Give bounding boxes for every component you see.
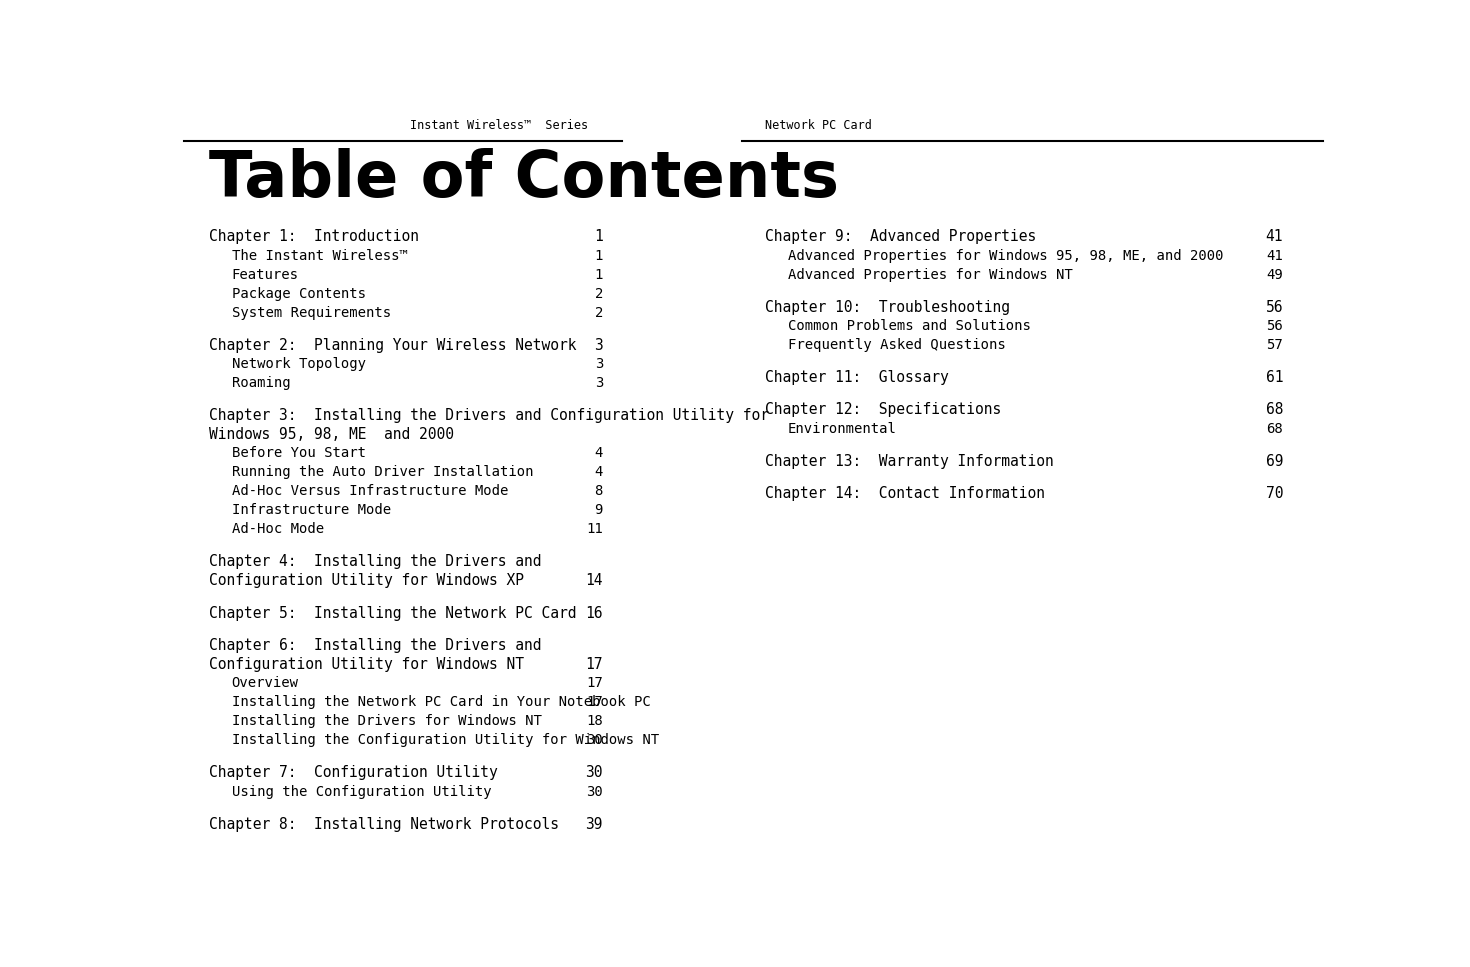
Text: Network Topology: Network Topology (232, 357, 366, 371)
Text: Chapter 4:  Installing the Drivers and: Chapter 4: Installing the Drivers and (209, 554, 541, 570)
Text: Common Problems and Solutions: Common Problems and Solutions (788, 319, 1030, 333)
Text: 3: 3 (595, 376, 603, 390)
Text: 17: 17 (587, 677, 603, 690)
Text: Chapter 3:  Installing the Drivers and Configuration Utility for: Chapter 3: Installing the Drivers and Co… (209, 408, 769, 423)
Text: Installing the Configuration Utility for Windows NT: Installing the Configuration Utility for… (232, 733, 659, 747)
Text: 70: 70 (1266, 486, 1283, 501)
Text: Table of Contents: Table of Contents (209, 148, 839, 211)
Text: Chapter 14:  Contact Information: Chapter 14: Contact Information (764, 486, 1045, 501)
Text: 1: 1 (595, 249, 603, 263)
Text: 11: 11 (587, 522, 603, 537)
Text: Running the Auto Driver Installation: Running the Auto Driver Installation (232, 465, 534, 480)
Text: Chapter 2:  Planning Your Wireless Network: Chapter 2: Planning Your Wireless Networ… (209, 337, 576, 353)
Text: Chapter 5:  Installing the Network PC Card: Chapter 5: Installing the Network PC Car… (209, 605, 576, 621)
Text: 1: 1 (594, 229, 603, 244)
Text: 18: 18 (587, 715, 603, 728)
Text: Overview: Overview (232, 677, 298, 690)
Text: 68: 68 (1266, 422, 1283, 436)
Text: Infrastructure Mode: Infrastructure Mode (232, 503, 391, 517)
Text: 49: 49 (1266, 268, 1283, 281)
Text: Environmental: Environmental (788, 422, 897, 436)
Text: Advanced Properties for Windows 95, 98, ME, and 2000: Advanced Properties for Windows 95, 98, … (788, 249, 1223, 263)
Text: Chapter 10:  Troubleshooting: Chapter 10: Troubleshooting (764, 300, 1010, 314)
Text: 61: 61 (1266, 370, 1283, 385)
Text: 68: 68 (1266, 402, 1283, 418)
Text: 9: 9 (595, 503, 603, 517)
Text: Network PC Card: Network PC Card (764, 119, 872, 132)
Text: 8: 8 (595, 484, 603, 498)
Text: 30: 30 (587, 785, 603, 799)
Text: Chapter 13:  Warranty Information: Chapter 13: Warranty Information (764, 454, 1054, 469)
Text: The Instant Wireless™: The Instant Wireless™ (232, 249, 407, 263)
Text: 30: 30 (585, 765, 603, 780)
Text: 3: 3 (595, 357, 603, 371)
Text: System Requirements: System Requirements (232, 306, 391, 320)
Text: Before You Start: Before You Start (232, 447, 366, 460)
Text: 57: 57 (1266, 338, 1283, 352)
Text: 2: 2 (595, 286, 603, 301)
Text: Configuration Utility for Windows NT: Configuration Utility for Windows NT (209, 657, 523, 672)
Text: Chapter 9:  Advanced Properties: Chapter 9: Advanced Properties (764, 229, 1036, 244)
Text: Roaming: Roaming (232, 376, 290, 390)
Text: Instant Wireless™  Series: Instant Wireless™ Series (410, 119, 588, 132)
Text: Chapter 12:  Specifications: Chapter 12: Specifications (764, 402, 1001, 418)
Text: Chapter 11:  Glossary: Chapter 11: Glossary (764, 370, 948, 385)
Text: Frequently Asked Questions: Frequently Asked Questions (788, 338, 1005, 352)
Text: Ad-Hoc Versus Infrastructure Mode: Ad-Hoc Versus Infrastructure Mode (232, 484, 509, 498)
Text: Chapter 7:  Configuration Utility: Chapter 7: Configuration Utility (209, 765, 497, 780)
Text: Package Contents: Package Contents (232, 286, 366, 301)
Text: 2: 2 (595, 306, 603, 320)
Text: Chapter 6:  Installing the Drivers and: Chapter 6: Installing the Drivers and (209, 638, 541, 653)
Text: 41: 41 (1266, 249, 1283, 263)
Text: Using the Configuration Utility: Using the Configuration Utility (232, 785, 491, 799)
Text: 30: 30 (587, 733, 603, 747)
Text: 4: 4 (595, 447, 603, 460)
Text: Configuration Utility for Windows XP: Configuration Utility for Windows XP (209, 573, 523, 588)
Text: 41: 41 (1266, 229, 1283, 244)
Text: Chapter 8:  Installing Network Protocols: Chapter 8: Installing Network Protocols (209, 817, 559, 832)
Text: Advanced Properties for Windows NT: Advanced Properties for Windows NT (788, 268, 1072, 281)
Text: 17: 17 (585, 657, 603, 672)
Text: 17: 17 (587, 695, 603, 710)
Text: Chapter 1:  Introduction: Chapter 1: Introduction (209, 229, 419, 244)
Text: 4: 4 (595, 465, 603, 480)
Text: Installing the Drivers for Windows NT: Installing the Drivers for Windows NT (232, 715, 541, 728)
Text: 1: 1 (595, 268, 603, 281)
Text: Installing the Network PC Card in Your Notebook PC: Installing the Network PC Card in Your N… (232, 695, 650, 710)
Text: Features: Features (232, 268, 298, 281)
Text: 39: 39 (585, 817, 603, 832)
Text: 14: 14 (585, 573, 603, 588)
Text: 56: 56 (1266, 319, 1283, 333)
Text: 56: 56 (1266, 300, 1283, 314)
Text: Ad-Hoc Mode: Ad-Hoc Mode (232, 522, 323, 537)
Text: 69: 69 (1266, 454, 1283, 469)
Text: Windows 95, 98, ME  and 2000: Windows 95, 98, ME and 2000 (209, 426, 454, 442)
Text: 3: 3 (594, 337, 603, 353)
Text: 16: 16 (585, 605, 603, 621)
